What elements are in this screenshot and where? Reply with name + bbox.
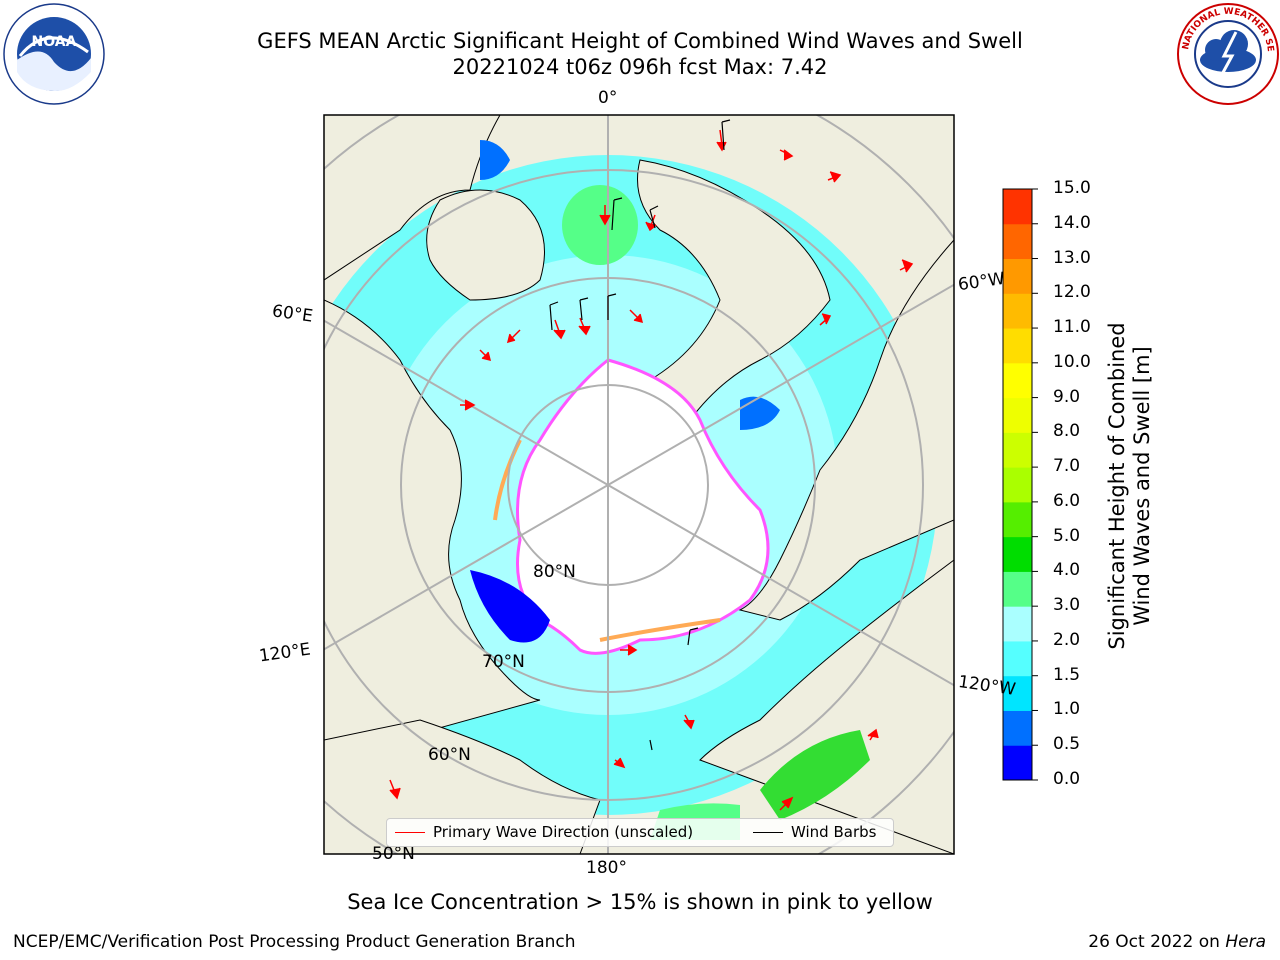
colorbar-tick-label: 8.0 [1053,421,1081,442]
colorbar-tick-label: 10.0 [1053,351,1091,372]
land-alaska [699,559,954,854]
colorbar-segment [1003,710,1032,746]
footer-host: Hera [1225,932,1266,952]
colorbar-tick-label: 0.5 [1053,734,1081,755]
chart-subtitle: 20221024 t06z 096h fcst Max: 7.42 [452,55,828,79]
map-legend: Primary Wave Direction (unscaled) Wind B… [386,818,894,847]
colorbar-segment [1003,328,1032,364]
colorbar-segment [1003,675,1032,711]
lat-label-70n: 70°N [482,652,525,672]
wave-direction-arrows [389,129,914,811]
colorbar-segment [1003,258,1032,294]
colorbar [1003,188,1038,781]
map-frame [323,114,955,855]
colorbar-segment [1003,432,1032,468]
colorbar-tick-label: 2.0 [1053,629,1081,650]
sea-ice [516,358,770,655]
colorbar-tick-label: 12.0 [1053,282,1091,303]
colorbar-segment [1003,467,1032,503]
colorbar-segment [1003,640,1032,677]
colorbar-tick-label: 11.0 [1053,317,1091,338]
wind-barbs-legend-line [753,831,783,833]
wind-barbs [549,119,731,751]
lon-label-180: 180° [586,858,627,878]
colorbar-segment [1003,362,1032,399]
colorbar-segment [1003,571,1032,607]
colorbar-tick-label: 7.0 [1053,456,1081,477]
colorbar-tick-label: 14.0 [1053,212,1091,233]
sea-ice-note: Sea Ice Concentration > 15% is shown in … [347,890,933,914]
colorbar-tick-label: 9.0 [1053,386,1081,407]
colorbar-frame [1002,188,1033,781]
colorbar-segment [1003,189,1032,225]
footer-branch: NCEP/EMC/Verification Post Processing Pr… [13,932,576,952]
lat-label-80n: 80°N [533,562,576,582]
colorbar-tick-label: 15.0 [1053,178,1091,198]
noaa-logo: NOAA [3,3,105,105]
colorbar-segment [1003,606,1032,642]
noaa-logo-text: NOAA [32,34,77,50]
land-siberia [324,299,541,761]
colorbar-tick-label: 6.0 [1053,490,1081,511]
lat-label-60n: 60°N [428,745,471,765]
colorbar-segment [1003,397,1032,433]
wave-direction-legend-line [395,831,425,833]
land-scandinavia [426,189,545,301]
colorbar-segment [1003,745,1032,781]
colorbar-tick-label: 3.0 [1053,595,1081,616]
land-canada [738,239,954,621]
colorbar-tick-label: 5.0 [1053,525,1081,546]
colorbar-tick-label: 1.0 [1053,699,1081,720]
colorbar-tick-label: 13.0 [1053,247,1091,268]
colorbar-label-line2: Wind Waves and Swell [m] [1130,346,1154,626]
colorbar-label-line1: Significant Height of Combined [1105,322,1129,650]
chart-title: GEFS MEAN Arctic Significant Height of C… [257,29,1023,53]
colorbar-segment [1003,223,1032,260]
colorbar-segment [1003,536,1032,572]
colorbar-tick-label: 0.0 [1053,769,1081,789]
footer-date: 26 Oct 2022 on Hera [1088,932,1266,952]
footer-date-text: 26 Oct 2022 on [1088,932,1220,952]
lon-label-0: 0° [598,88,618,108]
low-wave-laptev [470,570,550,643]
wind-barbs-legend-label: Wind Barbs [791,823,877,841]
wave-area-pacific [760,730,870,820]
colorbar-segment [1003,501,1032,538]
wave-direction-legend-label: Primary Wave Direction (unscaled) [433,823,694,841]
colorbar-tick-label: 1.5 [1053,664,1081,685]
wave-area-atlantic [562,185,638,265]
lat-label-50n: 50°N [372,844,415,864]
nws-logo: NATIONAL WEATHER SERVICE [1176,2,1279,105]
colorbar-segment [1003,293,1032,329]
colorbar-tick-label: 4.0 [1053,560,1081,581]
graticule [324,115,954,854]
